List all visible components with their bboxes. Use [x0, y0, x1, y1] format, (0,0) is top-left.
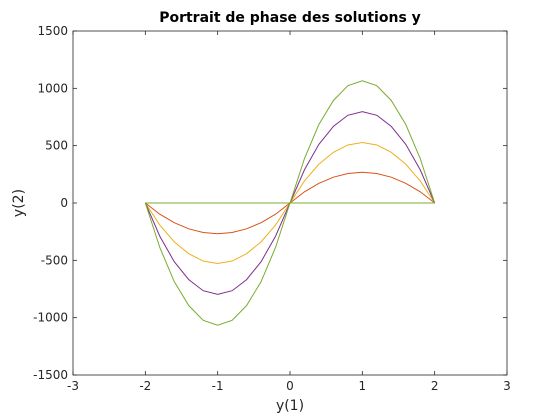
x-tick-label-5: 2 — [431, 379, 439, 393]
x-tick-label-1: -2 — [139, 379, 151, 393]
y-tick-label-0: -1500 — [33, 368, 68, 382]
y-tick-label-3: 0 — [60, 196, 68, 210]
y-tick-label-6: 1500 — [37, 24, 68, 38]
plot-area: -3 -2 -1 0 1 2 3 -1500 -1000 -500 0 500 1000 1500 — [33, 24, 511, 393]
y-axis-label: y(2) — [11, 189, 27, 217]
y-axis-ticks: -1500 -1000 -500 0 500 1000 1500 — [33, 24, 507, 382]
y-tick-label-4: 500 — [45, 139, 68, 153]
y-tick-label-5: 1000 — [37, 81, 68, 95]
x-axis-label: y(1) — [276, 398, 304, 414]
x-tick-label-2: -1 — [212, 379, 224, 393]
x-tick-label-6: 3 — [503, 379, 511, 393]
x-tick-label-4: 1 — [359, 379, 367, 393]
series-line-8 — [145, 80, 436, 204]
x-axis-ticks: -3 -2 -1 0 1 2 3 — [67, 31, 511, 393]
x-tick-label-0: -3 — [67, 379, 79, 393]
series-layer — [144, 80, 436, 326]
chart-title: Portrait de phase des solutions y — [159, 10, 421, 26]
y-tick-label-1: -1000 — [33, 311, 68, 325]
x-tick-label-3: 0 — [286, 379, 294, 393]
y-tick-label-2: -500 — [41, 253, 68, 267]
